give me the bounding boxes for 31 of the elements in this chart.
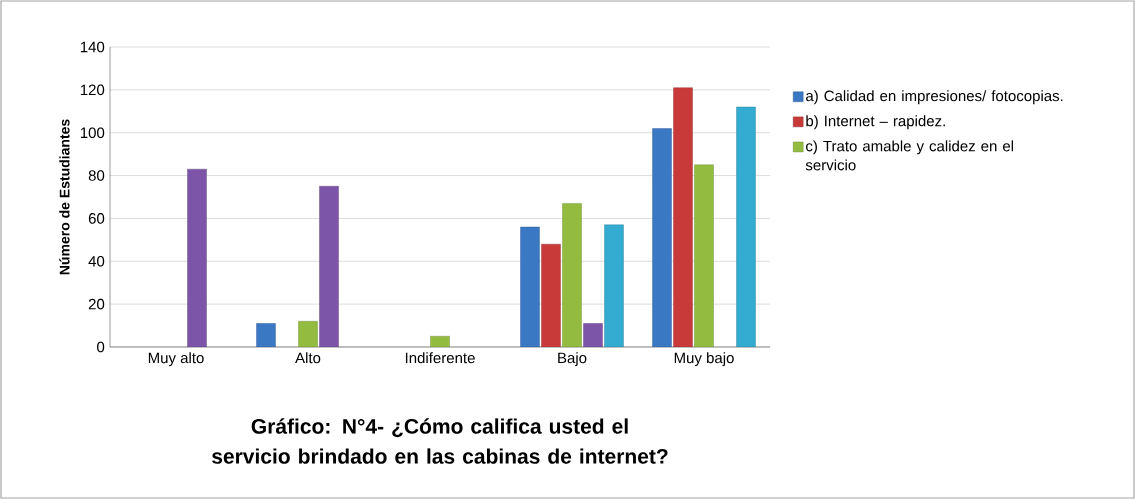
- y-axis-title: Número de Estudiantes: [59, 119, 70, 275]
- bar: [430, 336, 450, 347]
- bar: [652, 128, 672, 347]
- y-tick-label: 80: [88, 170, 105, 181]
- x-tick-label: Indiferente: [405, 352, 475, 364]
- legend-label: b) Internet – rapidez.: [806, 115, 945, 130]
- bar: [541, 243, 561, 347]
- x-tick-label: Bajo: [558, 352, 587, 367]
- bar: [298, 321, 318, 347]
- y-tick-label: 60: [88, 213, 105, 224]
- legend-label: c) Trato amable y calidez en el servicio: [805, 140, 1014, 171]
- bar: [256, 323, 276, 347]
- bar: [319, 186, 339, 347]
- y-tick-label: 0: [97, 341, 105, 353]
- x-tick-label: Alto: [295, 352, 321, 364]
- y-tick-label: 20: [88, 298, 105, 310]
- bar: [736, 106, 756, 347]
- y-tick-label: 140: [80, 41, 105, 53]
- y-tick-label: 40: [88, 255, 105, 267]
- bar: [562, 203, 582, 347]
- y-tick-label: 120: [80, 84, 105, 96]
- y-tick-label: 100: [80, 127, 105, 139]
- bar: [520, 226, 540, 347]
- legend-label: a) Calidad en impresiones/ fotocopias.: [806, 90, 1063, 105]
- bar: [694, 164, 714, 347]
- bar: [604, 224, 624, 347]
- x-tick-label: Muy alto: [148, 352, 204, 367]
- x-tick-label: Muy bajo: [674, 352, 734, 367]
- text: Gráfico: N°4- ¿Cómo califica usted el servicio brindado en las cabinas de internet?: [212, 418, 668, 464]
- bar: [673, 87, 693, 347]
- bar: [187, 168, 207, 347]
